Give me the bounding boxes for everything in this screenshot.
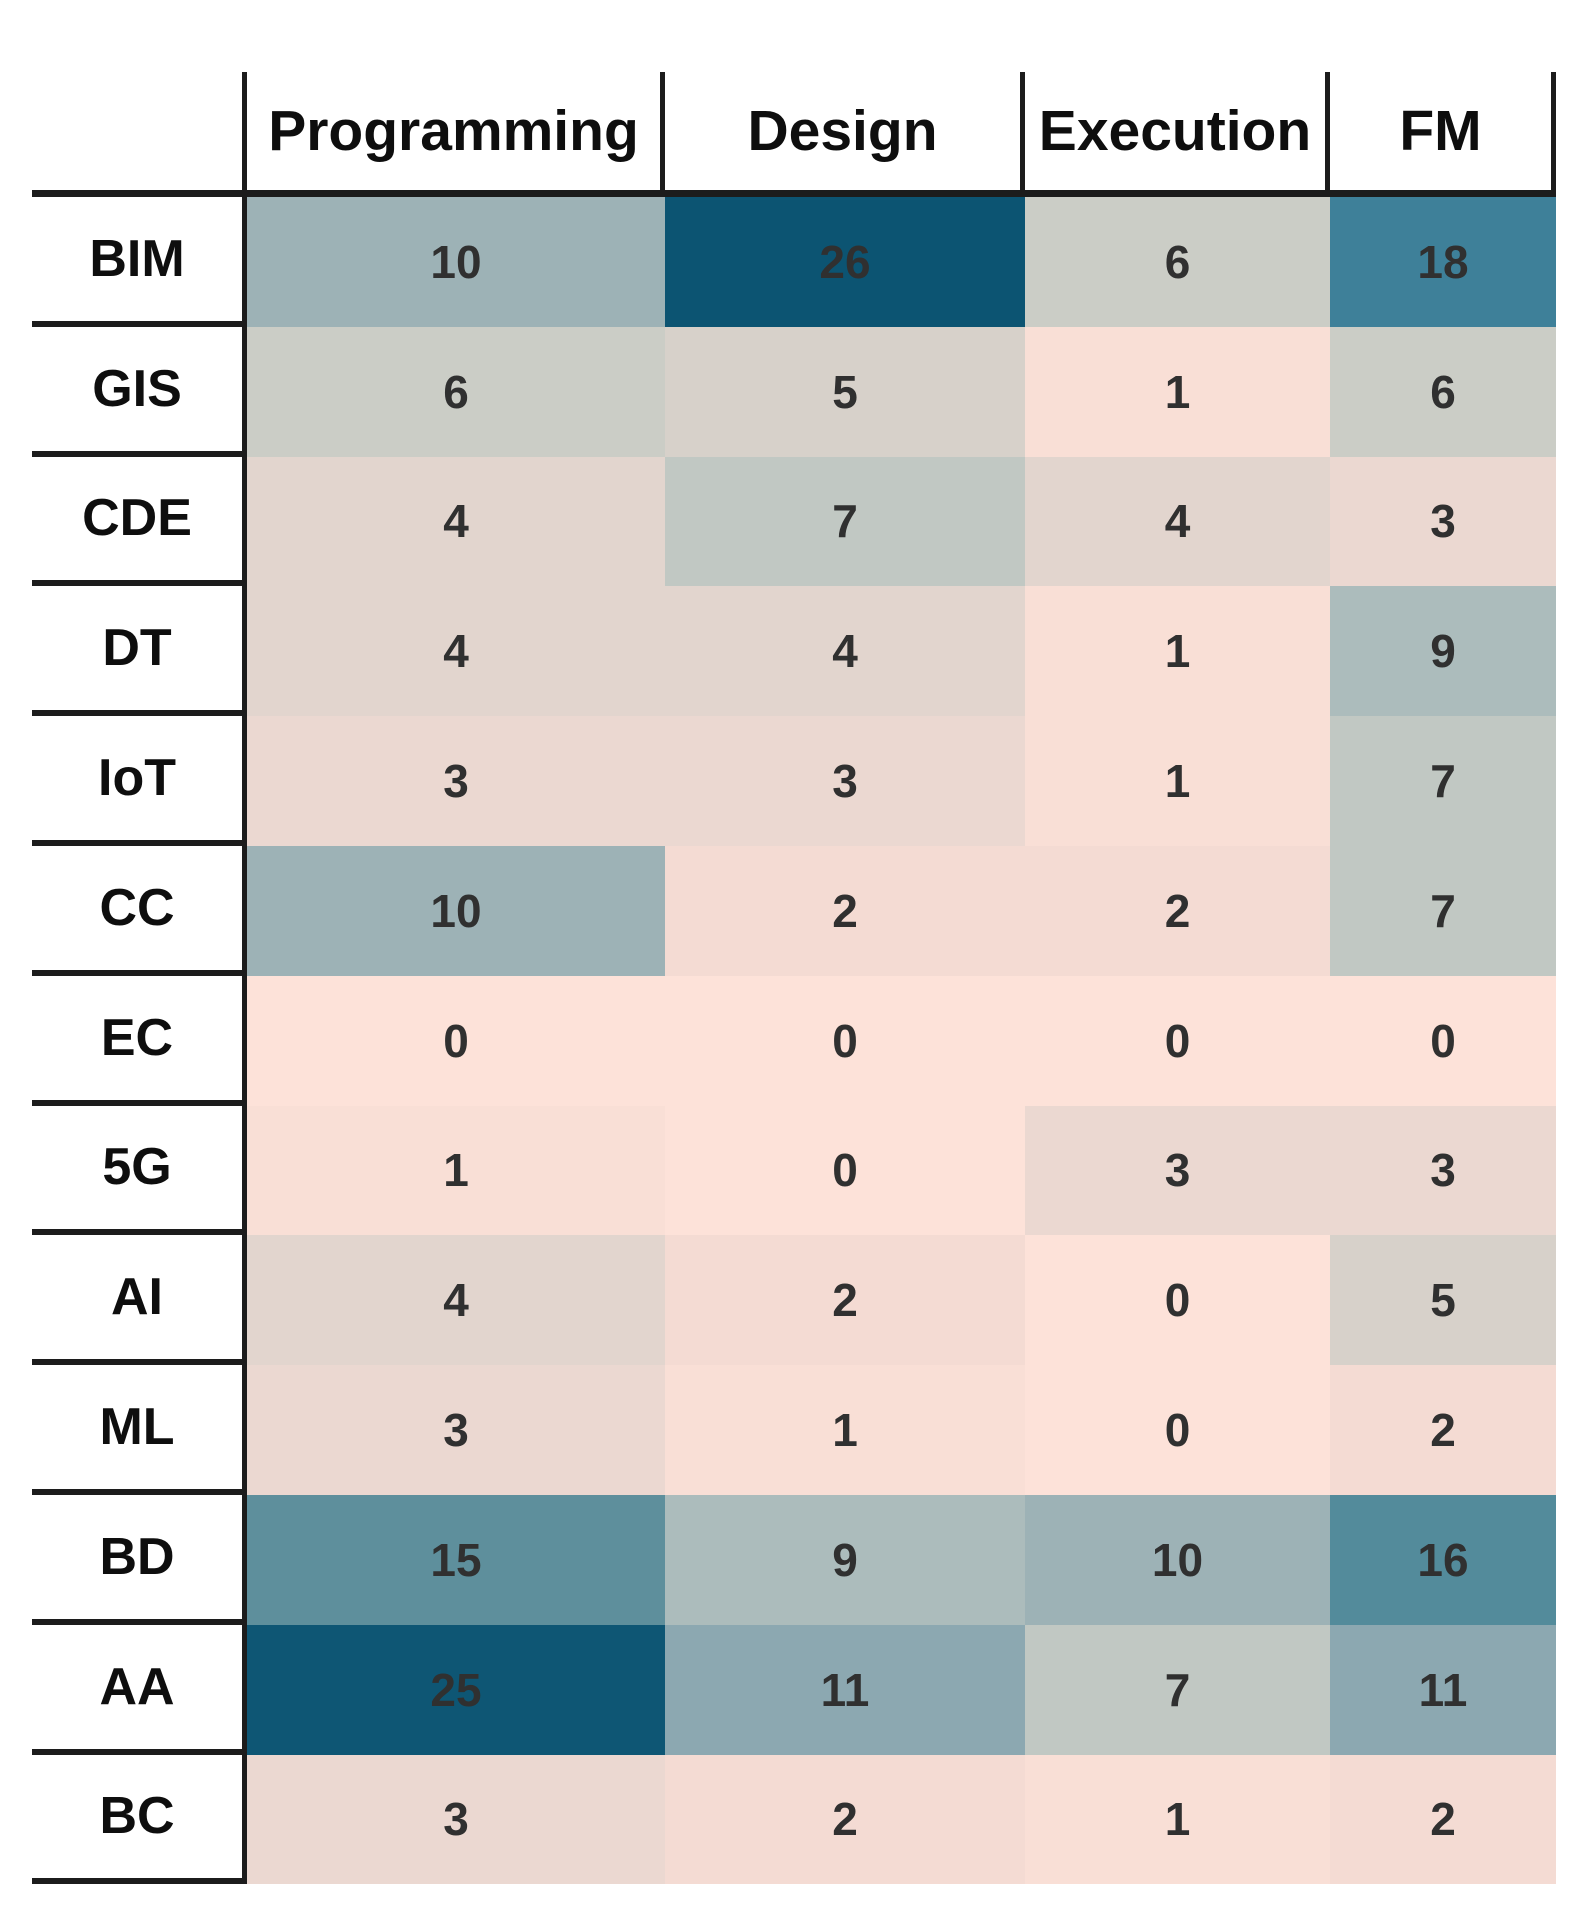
heatmap-cell: 3 [665, 716, 1025, 846]
column-header-design: Design [665, 72, 1025, 190]
heatmap-cell: 2 [1330, 1754, 1556, 1885]
heatmap-header-row: Programming Design Execution FM [32, 72, 1556, 197]
heatmap-cell: 7 [665, 456, 1025, 587]
heatmap-cell: 25 [247, 1624, 665, 1755]
row-label: BC [32, 1754, 247, 1885]
heatmap-cell: 0 [247, 975, 665, 1106]
row-label: BIM [32, 197, 247, 327]
heatmap-cell: 0 [1025, 1365, 1330, 1495]
row-label: BD [32, 1494, 247, 1625]
heatmap-cell: 3 [1025, 1105, 1330, 1236]
heatmap-cell: 2 [665, 1235, 1025, 1366]
heatmap-cell: 26 [665, 197, 1025, 327]
heatmap-cell: 10 [1025, 1494, 1330, 1625]
heatmap-cell: 9 [665, 1494, 1025, 1625]
heatmap-cell: 3 [247, 716, 665, 846]
heatmap-cell: 3 [247, 1754, 665, 1885]
heatmap-cell: 10 [247, 197, 665, 327]
column-header-execution: Execution [1025, 72, 1330, 190]
heatmap-cell: 5 [665, 326, 1025, 457]
heatmap-cell: 2 [1025, 845, 1330, 976]
row-label: DT [32, 586, 247, 717]
row-label: AI [32, 1235, 247, 1366]
heatmap-cell: 4 [247, 586, 665, 717]
heatmap-cell: 2 [665, 1754, 1025, 1885]
heatmap-cell: 2 [665, 845, 1025, 976]
heatmap-cell: 1 [247, 1105, 665, 1236]
heatmap-cell: 4 [1025, 456, 1330, 587]
row-label: CC [32, 845, 247, 976]
heatmap-cell: 2 [1330, 1365, 1556, 1495]
heatmap-cell: 3 [1330, 456, 1556, 587]
column-header-programming: Programming [247, 72, 665, 190]
row-label: ML [32, 1365, 247, 1495]
row-label: 5G [32, 1105, 247, 1236]
heatmap-cell: 16 [1330, 1494, 1556, 1625]
heatmap-cell: 1 [1025, 1754, 1330, 1885]
heatmap-cell: 7 [1330, 716, 1556, 846]
heatmap-cell: 1 [1025, 586, 1330, 717]
heatmap-cell: 1 [1025, 326, 1330, 457]
row-label: AA [32, 1624, 247, 1755]
heatmap-cell: 7 [1025, 1624, 1330, 1755]
heatmap-cell: 4 [665, 586, 1025, 717]
heatmap-cell: 10 [247, 845, 665, 976]
heatmap-cell: 18 [1330, 197, 1556, 327]
heatmap-cell: 3 [247, 1365, 665, 1495]
heatmap-cell: 0 [665, 975, 1025, 1106]
heatmap-cell: 0 [1025, 975, 1330, 1106]
row-label: CDE [32, 456, 247, 587]
heatmap-cell: 6 [1025, 197, 1330, 327]
heatmap-cell: 0 [1025, 1235, 1330, 1366]
heatmap-table: Programming Design Execution FM BIM 10 2… [32, 72, 1556, 1885]
heatmap-cell: 15 [247, 1494, 665, 1625]
row-label: IoT [32, 716, 247, 846]
heatmap-cell: 4 [247, 456, 665, 587]
heatmap-cell: 5 [1330, 1235, 1556, 1366]
heatmap-cell: 0 [665, 1105, 1025, 1236]
heatmap-cell: 1 [665, 1365, 1025, 1495]
heatmap-body: BIM 10 26 6 18 GIS 6 5 1 6 CDE 4 7 4 3 D… [32, 197, 1556, 1885]
row-label: EC [32, 975, 247, 1106]
heatmap-cell: 9 [1330, 586, 1556, 717]
heatmap-cell: 0 [1330, 975, 1556, 1106]
row-label: GIS [32, 326, 247, 457]
column-header-fm: FM [1330, 72, 1556, 190]
heatmap-cell: 4 [247, 1235, 665, 1366]
heatmap-cell: 1 [1025, 716, 1330, 846]
heatmap-cell: 7 [1330, 845, 1556, 976]
heatmap-cell: 6 [1330, 326, 1556, 457]
heatmap-cell: 3 [1330, 1105, 1556, 1236]
header-corner-cell [32, 72, 247, 190]
heatmap-cell: 11 [665, 1624, 1025, 1755]
heatmap-cell: 6 [247, 326, 665, 457]
heatmap-cell: 11 [1330, 1624, 1556, 1755]
